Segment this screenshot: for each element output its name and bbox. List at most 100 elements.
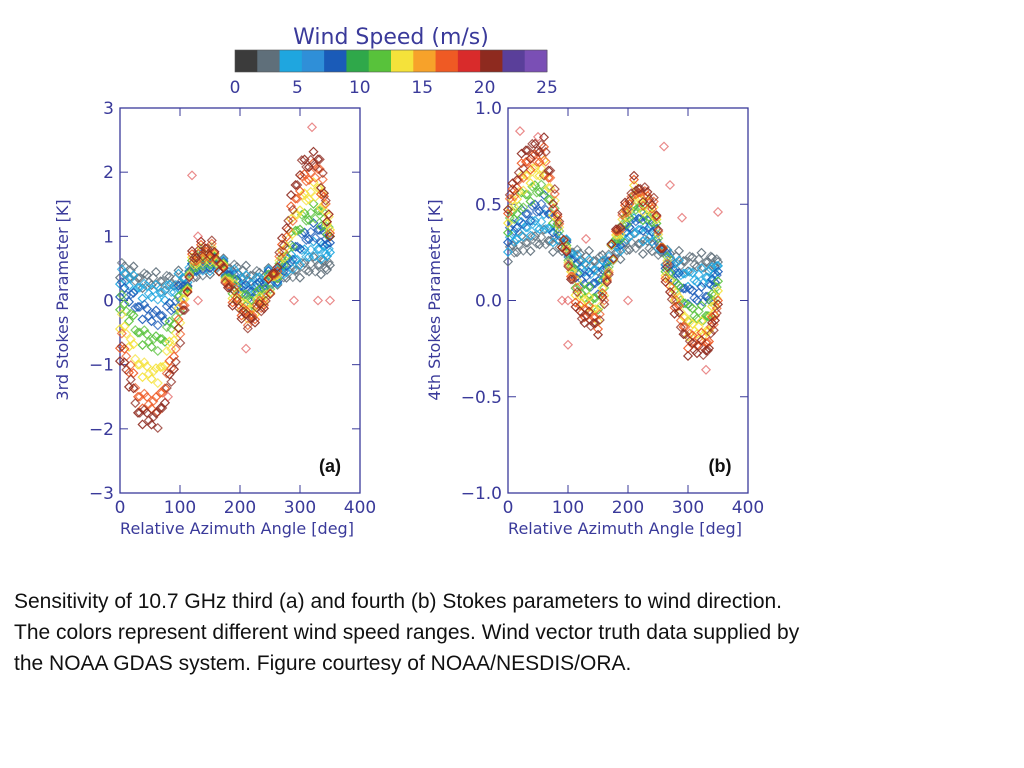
data-point bbox=[648, 192, 659, 203]
data-point bbox=[227, 293, 238, 304]
data-point bbox=[518, 245, 529, 256]
colorbar-tick-label: 20 bbox=[474, 78, 496, 98]
data-point bbox=[308, 251, 319, 262]
y-tick-label: 0 bbox=[103, 292, 114, 312]
data-point bbox=[693, 269, 704, 280]
data-point bbox=[527, 138, 538, 149]
data-point bbox=[653, 233, 664, 244]
data-point bbox=[522, 208, 533, 219]
data-point bbox=[310, 161, 321, 172]
data-point bbox=[624, 195, 635, 206]
data-point bbox=[525, 215, 536, 226]
data-point bbox=[175, 317, 186, 328]
data-point bbox=[612, 247, 623, 258]
data-point bbox=[660, 276, 671, 287]
data-point bbox=[240, 270, 252, 281]
data-point bbox=[581, 310, 592, 321]
data-point bbox=[509, 185, 520, 196]
data-point bbox=[511, 174, 523, 186]
data-point bbox=[125, 374, 136, 385]
y-tick-label: 1.0 bbox=[475, 99, 502, 119]
data-point bbox=[321, 239, 333, 250]
plot-frame-a bbox=[119, 107, 361, 494]
data-point bbox=[581, 271, 592, 282]
data-point bbox=[689, 259, 700, 270]
data-point bbox=[565, 261, 577, 272]
data-point bbox=[175, 337, 186, 348]
data-point bbox=[170, 344, 181, 355]
data-point bbox=[678, 329, 689, 340]
data-point bbox=[114, 323, 126, 335]
caption-line: the NOAA GDAS system. Figure courtesy of… bbox=[14, 652, 632, 675]
data-point bbox=[633, 238, 644, 249]
data-point bbox=[301, 195, 312, 206]
data-point bbox=[116, 328, 127, 339]
data-point bbox=[155, 333, 166, 345]
data-point bbox=[628, 174, 640, 185]
data-point bbox=[518, 219, 529, 230]
data-point bbox=[132, 407, 144, 418]
data-point bbox=[320, 195, 331, 206]
data-point bbox=[583, 254, 595, 265]
axis-ticks-b: 0 100 200 300 400 −1.0 −0.5 0.0 0.5 1.0 bbox=[461, 99, 765, 518]
data-point bbox=[678, 298, 689, 309]
data-point bbox=[621, 212, 632, 223]
data-point bbox=[157, 287, 168, 298]
y-tick-label: 2 bbox=[103, 163, 114, 183]
data-point bbox=[229, 264, 240, 275]
data-point bbox=[588, 318, 599, 329]
data-point bbox=[139, 268, 150, 279]
data-point bbox=[531, 238, 542, 249]
data-point bbox=[168, 303, 180, 314]
data-point bbox=[673, 255, 685, 266]
data-point bbox=[283, 215, 294, 226]
data-point bbox=[637, 225, 649, 236]
data-point bbox=[637, 215, 649, 226]
data-point bbox=[281, 267, 292, 278]
colorbar-ticks: 0 5 10 15 20 25 bbox=[230, 78, 558, 98]
colorbar-swatch bbox=[257, 50, 281, 72]
data-point bbox=[691, 348, 703, 359]
data-point bbox=[691, 295, 703, 306]
data-point bbox=[657, 243, 668, 254]
data-point bbox=[247, 313, 258, 324]
x-tick-label: 0 bbox=[115, 498, 126, 518]
data-point bbox=[263, 262, 274, 274]
data-point bbox=[554, 226, 565, 237]
data-point bbox=[272, 262, 283, 273]
data-point bbox=[547, 198, 559, 209]
data-point bbox=[290, 241, 301, 252]
x-axis-label-b: Relative Azimuth Angle [deg] bbox=[508, 519, 742, 538]
data-point bbox=[240, 299, 252, 310]
figure: Wind Speed (m/s) 0 5 10 15 20 25 0 100 200 300 40… bbox=[53, 25, 765, 538]
data-point bbox=[305, 186, 316, 197]
data-point bbox=[684, 251, 695, 262]
data-point bbox=[626, 188, 637, 199]
data-point bbox=[121, 306, 132, 317]
data-point bbox=[166, 286, 177, 298]
data-point bbox=[128, 287, 139, 298]
data-point bbox=[684, 284, 695, 295]
figure-caption: Sensitivity of 10.7 GHz third (a) and fo… bbox=[14, 586, 1004, 679]
data-point bbox=[599, 295, 610, 306]
data-point bbox=[146, 373, 157, 384]
data-point bbox=[639, 182, 650, 193]
data-point bbox=[502, 204, 514, 215]
data-point bbox=[294, 272, 306, 283]
data-point bbox=[563, 260, 574, 271]
data-point bbox=[662, 261, 673, 273]
data-point bbox=[696, 263, 707, 274]
colorbar-swatch bbox=[502, 50, 526, 72]
data-point bbox=[240, 279, 252, 290]
data-point bbox=[562, 339, 574, 350]
data-point bbox=[518, 172, 529, 184]
data-point bbox=[536, 139, 547, 150]
data-point bbox=[150, 266, 162, 278]
data-point bbox=[522, 237, 533, 248]
y-tick-label: −3 bbox=[89, 484, 114, 504]
data-point bbox=[536, 216, 547, 227]
data-point bbox=[572, 282, 583, 293]
data-point bbox=[543, 182, 554, 193]
data-point bbox=[152, 345, 163, 357]
data-point bbox=[130, 302, 141, 313]
